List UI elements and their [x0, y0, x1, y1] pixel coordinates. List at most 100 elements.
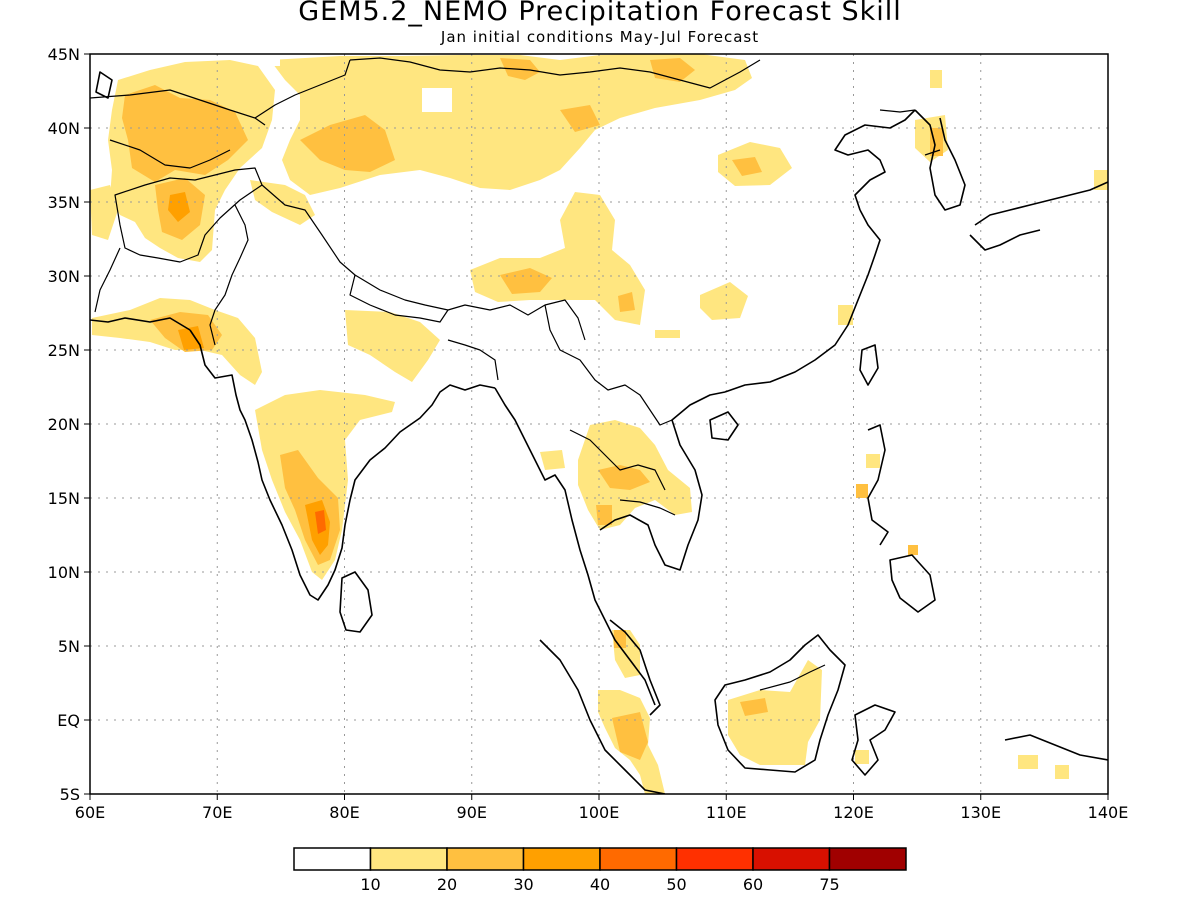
- colorbar-swatch: [828, 847, 907, 871]
- coastlines: [90, 71, 1108, 794]
- skill-region-papua: [1018, 755, 1038, 769]
- skill-region-malay-peak: [614, 630, 626, 648]
- coast-japan-south: [969, 229, 1041, 251]
- border-bangladesh: [447, 339, 499, 381]
- y-tick-label: 35N: [48, 193, 80, 212]
- colorbar-label: 50: [666, 875, 686, 894]
- colorbar-label: 30: [513, 875, 533, 894]
- skill-region-myanmar: [540, 450, 565, 470]
- coast-aral: [95, 71, 113, 99]
- colorbar-swatch: [293, 847, 372, 871]
- colorbar: 10 20 30 40 50 60 75: [293, 847, 907, 894]
- skill-region-borneo: [728, 660, 822, 765]
- x-tick-label: 120E: [833, 803, 874, 822]
- skill-region-afghanistan-core: [168, 192, 190, 222]
- border-kyrgyz-china: [254, 59, 351, 119]
- skill-region-tibet: [470, 192, 645, 325]
- border-thailand-laos: [569, 429, 666, 491]
- border-uzbek-turkmen: [109, 139, 231, 169]
- skill-region-visayas-peak: [908, 545, 918, 555]
- x-tick-label: 130E: [960, 803, 1001, 822]
- border-korea-dmz: [924, 149, 941, 156]
- colorbar-swatch: [522, 847, 601, 871]
- coast-mindanao: [889, 554, 936, 613]
- border-mongolia: [349, 57, 761, 89]
- country-borders: [90, 57, 941, 691]
- coast-sulawesi: [851, 704, 896, 776]
- coast-iran: [90, 317, 191, 331]
- y-tick-label: 10N: [48, 563, 80, 582]
- skill-region-mongolia-peak-2: [650, 58, 695, 82]
- coast-myanmar: [494, 387, 656, 706]
- coast-india: [189, 329, 496, 601]
- border-cambodia: [619, 499, 676, 516]
- coast-indochina: [599, 391, 726, 571]
- coast-malay: [609, 619, 661, 716]
- skill-region-pakistan-core: [178, 326, 204, 350]
- skill-gap: [422, 88, 452, 112]
- x-tick-label: 60E: [75, 803, 105, 822]
- coast-taiwan: [859, 344, 879, 386]
- skill-gap: [258, 54, 280, 66]
- border-afghanistan: [114, 167, 263, 263]
- skill-region-iran-edge: [90, 185, 118, 240]
- skill-region-japan-edge: [1094, 170, 1108, 190]
- skill-region-manchuria: [930, 70, 942, 88]
- skill-region-thailand-south: [596, 505, 612, 525]
- axes: 60E 70E 80E 90E 100E 110E 120E 130E 140E 5S EQ 5N 10…: [48, 45, 1129, 822]
- y-tick-label: 15N: [48, 489, 80, 508]
- colorbar-swatch: [446, 847, 525, 871]
- x-tick-label: 140E: [1088, 803, 1129, 822]
- border-india-china: [261, 184, 586, 341]
- border-nepal: [349, 274, 449, 323]
- skill-region-thailand-peak: [598, 465, 650, 490]
- x-tick-label: 100E: [579, 803, 620, 822]
- border-china-korea: [879, 109, 916, 113]
- skill-region-central-india: [345, 310, 440, 382]
- colorbar-swatch: [752, 847, 831, 871]
- y-tick-label: 30N: [48, 267, 80, 286]
- skill-region-taiwan-strait: [838, 305, 853, 325]
- border-pakistan-india: [209, 204, 249, 346]
- y-tick-label: 45N: [48, 45, 80, 64]
- skill-region-sichuan: [655, 330, 680, 338]
- y-tick-label: 25N: [48, 341, 80, 360]
- coast-new-guinea: [1004, 734, 1108, 761]
- skill-region-south-china: [700, 282, 748, 320]
- coast-korea: [914, 109, 966, 211]
- coast-sumatra: [539, 639, 666, 794]
- colorbar-swatch: [369, 847, 448, 871]
- skill-region-borneo-peak: [740, 698, 768, 716]
- border-myanmar-china: [544, 304, 673, 426]
- skill-region-south-india-max: [315, 510, 326, 534]
- coast-borneo: [714, 634, 846, 773]
- skill-region-tibet-peak: [500, 268, 552, 294]
- figure-subtitle: Jan initial conditions May-Jul Forecast: [440, 28, 760, 46]
- figure-title: GEM5.2_NEMO Precipitation Forecast Skill: [298, 0, 902, 27]
- y-tick-label: 5N: [58, 637, 80, 656]
- coast-luzon: [867, 424, 889, 546]
- skill-region-luzon: [866, 454, 880, 468]
- colorbar-label: 75: [819, 875, 839, 894]
- y-tick-label: 5S: [60, 785, 80, 804]
- skill-region-tarim-peak: [300, 115, 395, 172]
- colorbar-label: 40: [590, 875, 610, 894]
- border-pakistan-iran: [94, 247, 121, 313]
- coast-hainan: [709, 411, 739, 441]
- skill-region-ne-china-peak: [732, 157, 762, 176]
- colorbar-label: 20: [437, 875, 457, 894]
- skill-region-papua-east: [1055, 765, 1069, 779]
- skill-region-sichuan-peak: [618, 292, 635, 312]
- y-tick-label: 40N: [48, 119, 80, 138]
- coast-bohai: [834, 109, 916, 211]
- colorbar-swatch: [599, 847, 678, 871]
- gridlines: [90, 54, 1108, 794]
- skill-region-sulawesi: [855, 750, 869, 764]
- x-tick-label: 80E: [329, 803, 359, 822]
- y-tick-label: 20N: [48, 415, 80, 434]
- border-borneo: [759, 664, 826, 691]
- skill-region-mongolia-peak-3: [560, 105, 600, 132]
- colorbar-swatch: [675, 847, 754, 871]
